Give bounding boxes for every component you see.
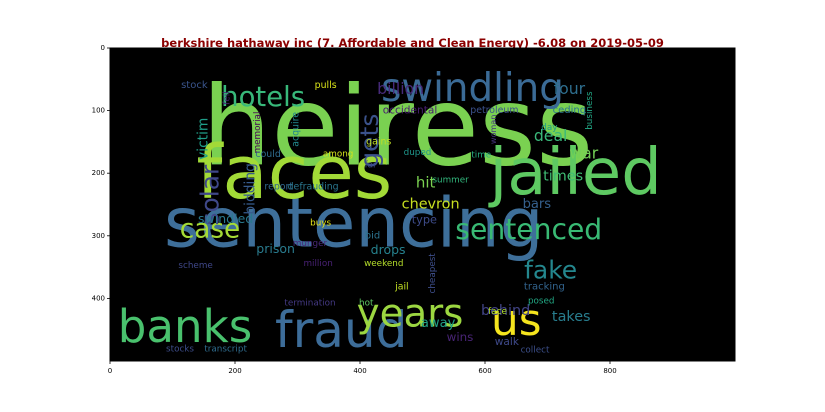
word-away: away: [421, 316, 456, 331]
word-fraud: fraud: [275, 300, 407, 359]
word-gains: gains: [366, 136, 391, 147]
word-solar: solar: [196, 164, 225, 226]
word-sentencing: sentencing: [164, 183, 543, 263]
word-jailed: jailed: [487, 136, 661, 210]
word-stocks: stocks: [166, 345, 194, 355]
word-prison: prison: [256, 241, 295, 256]
word-four: four: [554, 79, 586, 98]
word-jail: jail: [394, 282, 409, 293]
word-deal: deal: [534, 126, 568, 145]
word-bidding: bidding: [243, 163, 259, 214]
word-collect: collect: [521, 345, 550, 355]
word-war: war: [569, 144, 598, 163]
y-tick-label: 300: [92, 232, 105, 240]
word-day: day: [541, 123, 557, 133]
word-time: time: [471, 151, 491, 161]
x-tick-label: 200: [228, 367, 241, 375]
plot-frame: [109, 47, 736, 362]
x-tick-label: 0: [108, 367, 112, 375]
word-ceding: ceding: [553, 105, 586, 116]
word-us: us: [491, 295, 542, 346]
word-drops: drops: [371, 242, 406, 257]
word-business: business: [585, 91, 595, 130]
word-munger: munger: [293, 239, 328, 249]
x-axis: 0 200 400 600 800: [108, 361, 617, 375]
chart-title: berkshire hathaway inc (7. Affordable an…: [161, 36, 664, 50]
word-billion: billion: [377, 79, 424, 98]
word-weekend: weekend: [364, 259, 403, 269]
word-wins: wins: [447, 330, 474, 344]
word-victim: victim: [196, 118, 212, 160]
word-takes: takes: [552, 309, 591, 325]
word-transcript: transcript: [204, 345, 247, 355]
word-buys: buys: [310, 218, 331, 228]
word-hit: hit: [416, 174, 436, 192]
word-walk: walk: [495, 336, 520, 348]
word-case: case: [180, 215, 240, 245]
word-years: years: [357, 292, 464, 337]
word-report: report: [264, 181, 293, 192]
word-woman: woman: [488, 115, 498, 145]
word-swindling: swindling: [381, 66, 564, 111]
word-fake: fake: [524, 256, 577, 285]
word-hot: hot: [359, 298, 374, 308]
word-tracking: tracking: [524, 282, 565, 293]
word-behind: behind: [481, 303, 530, 319]
word-hotels: hotels: [221, 81, 305, 113]
word-among: among: [323, 149, 354, 159]
word-occidental: occidental: [383, 105, 438, 117]
word-times: times: [543, 168, 583, 184]
word-chevron: chevron: [402, 197, 460, 213]
plot-area-background: [110, 48, 735, 361]
word-face: face: [488, 307, 507, 317]
word-termination: termination: [284, 298, 335, 308]
y-tick-label: 200: [92, 169, 105, 177]
x-tick-label: 600: [478, 367, 491, 375]
word-could: could: [255, 149, 280, 160]
word-petroleum: petroleum: [470, 105, 518, 116]
y-axis: 0 100 200 300 400: [92, 44, 110, 302]
x-tick-label: 400: [353, 367, 366, 375]
word-acquire: acquire: [291, 112, 302, 147]
word-sentenced: sentenced: [455, 213, 602, 246]
word-swindled: swindled: [198, 211, 253, 226]
word-summer: summer: [432, 176, 469, 186]
word-cheapest: cheapest: [428, 253, 438, 294]
word-bid: bid: [365, 230, 380, 241]
y-tick-label: 0: [101, 44, 105, 52]
word-stock: stock: [181, 80, 208, 91]
word-far: far: [365, 161, 377, 171]
word-scheme: scheme: [178, 261, 212, 271]
word-feil: feil: [223, 91, 233, 104]
word-bars: bars: [523, 197, 552, 212]
word-defrauding: defrauding: [288, 181, 339, 192]
word-memorial: memorial: [253, 112, 263, 154]
y-tick-label: 100: [92, 107, 105, 115]
word-duped: duped: [404, 148, 432, 158]
word-type: type: [412, 214, 437, 227]
word-posed: posed: [528, 297, 555, 307]
word-heiress: heiress: [202, 62, 593, 190]
word-million: million: [303, 259, 332, 269]
y-tick-label: 400: [92, 294, 105, 302]
word-banks: banks: [118, 300, 252, 353]
word-gets: gets: [355, 114, 384, 168]
x-tick-label: 800: [603, 367, 616, 375]
word-faces: faces: [196, 130, 392, 216]
word-pulls: pulls: [315, 80, 337, 91]
